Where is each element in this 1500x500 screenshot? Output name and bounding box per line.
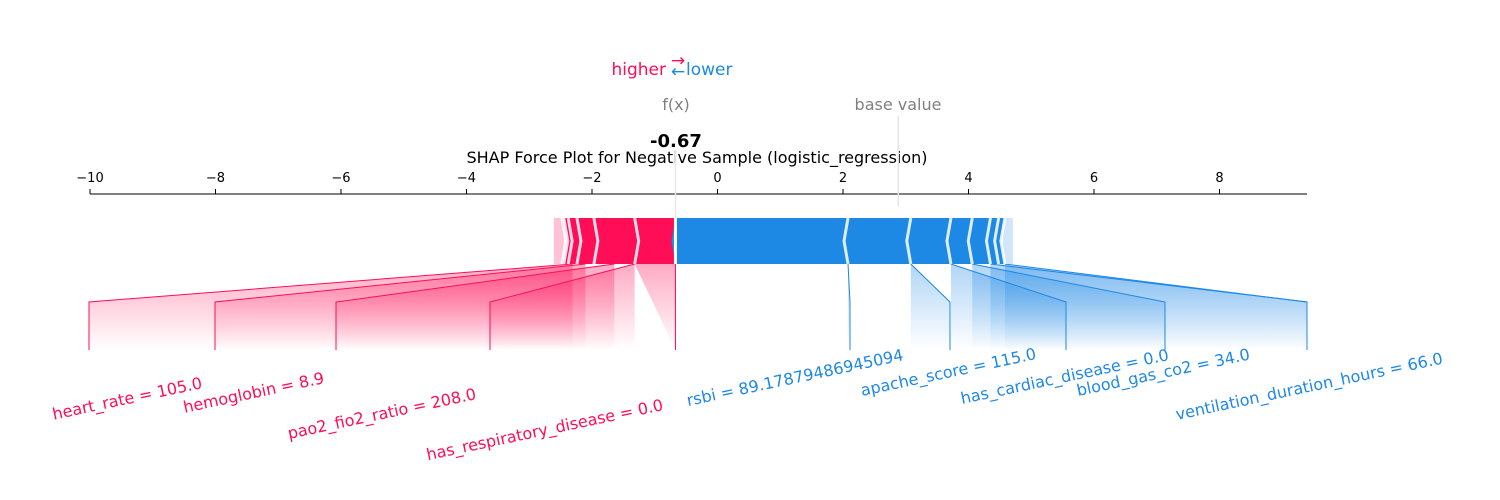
fx-value: -0.67: [650, 131, 702, 152]
positive-segment: [593, 218, 639, 264]
segment-separator: [562, 217, 570, 265]
negative-connector: [847, 263, 851, 350]
positive-segment: [634, 218, 680, 264]
positive-connector-fill: [89, 264, 573, 350]
negative-connector-fill: [910, 264, 950, 350]
segment-separator: [905, 217, 913, 265]
legend-higher-text: higher: [611, 60, 666, 80]
negative-segment: [844, 218, 911, 264]
feature-connectors: [88, 263, 1308, 350]
x-tick-label: 0: [713, 171, 721, 186]
negative-segment: [906, 218, 951, 264]
x-tick-label: −4: [457, 171, 476, 186]
feature-labels: has_respiratory_disease = 0.0pao2_fio2_r…: [51, 344, 1445, 465]
legend-arrow-left: ←: [671, 62, 685, 82]
x-tick-label: 8: [1215, 171, 1223, 186]
negative-connector-edge: [1004, 263, 1308, 350]
x-axis: −10 −8 −6 −4 −2 0 2 4 6 8: [76, 171, 1307, 195]
feature-label: hemoglobin = 8.9: [182, 368, 326, 416]
negative-segment: [968, 218, 991, 264]
segment-separator: [566, 217, 574, 265]
base-value-label: base value: [855, 95, 942, 114]
positive-tail: [553, 218, 564, 264]
legend-lower-text: lower: [686, 60, 732, 80]
negative-segment: [946, 218, 973, 264]
x-tick-label: −2: [582, 171, 601, 186]
negative-segment: [671, 218, 849, 264]
segment-separator: [575, 217, 583, 265]
fx-label: f(x): [662, 95, 690, 114]
x-tick-label: −10: [76, 171, 103, 186]
x-tick-label: −8: [206, 171, 225, 186]
segment-separator: [560, 217, 568, 265]
x-tick-label: 6: [1090, 171, 1098, 186]
segment-separator: [945, 217, 953, 265]
segment-separator: [984, 217, 992, 265]
segment-separator: [592, 217, 600, 265]
segment-separator: [993, 217, 1001, 265]
chart-title: SHAP Force Plot for Negative Sample (log…: [466, 148, 927, 168]
positive-segment: [576, 218, 598, 264]
legend-arrow-right: →: [671, 51, 685, 71]
positive-connector: [88, 263, 573, 350]
segment-separator: [842, 217, 850, 265]
negative-connector: [910, 263, 951, 350]
negative-tail: [1002, 218, 1013, 264]
force-bar: [553, 217, 1013, 265]
fx-connector-fill: [634, 264, 676, 350]
x-tick-label: 4: [964, 171, 972, 186]
negative-connector-edge-fill: [1004, 264, 1307, 350]
legend: higher → ← lower: [611, 51, 732, 82]
segment-separator: [966, 217, 974, 265]
feature-label: pao2_fio2_ratio = 208.0: [286, 384, 478, 444]
x-tick-label: −6: [331, 171, 350, 186]
segment-separator: [633, 217, 641, 265]
segment-separator: [999, 217, 1007, 265]
x-tick-label: 2: [839, 171, 847, 186]
